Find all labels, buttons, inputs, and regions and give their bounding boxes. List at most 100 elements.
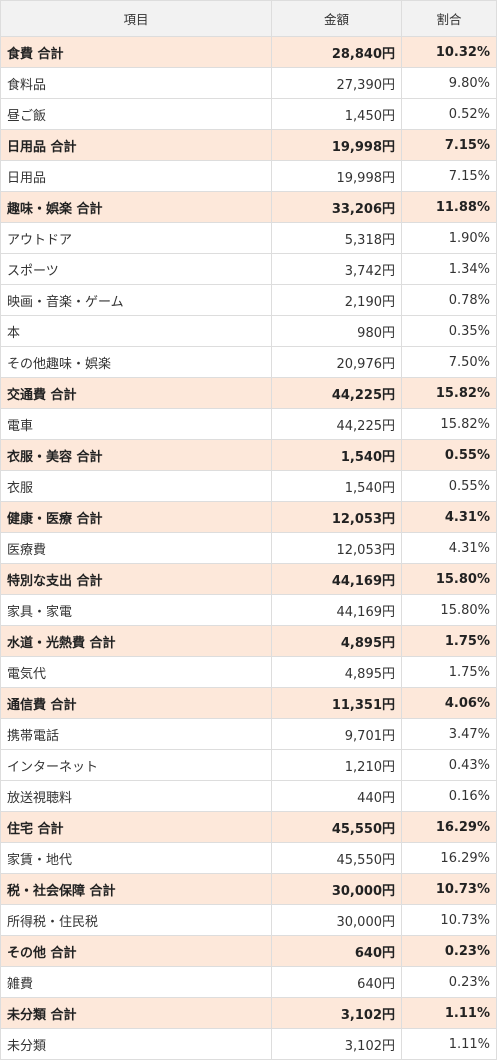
category-total-row: 趣味・娯楽 合計 33,206円 11.88% [0,191,497,223]
cell-amount: 30,000円 [271,904,402,936]
cell-name: 携帯電話 [0,718,272,750]
category-item-row: インターネット 1,210円 0.43% [0,749,497,781]
cell-ratio: 1.75% [401,625,497,657]
cell-name: 昼ご飯 [0,98,272,130]
cell-amount: 4,895円 [271,625,402,657]
cell-amount: 4,895円 [271,656,402,688]
cell-ratio: 1.75% [401,656,497,688]
cell-name: 放送視聴料 [0,780,272,812]
cell-ratio: 4.06% [401,687,497,719]
cell-ratio: 0.16% [401,780,497,812]
category-item-row: 日用品 19,998円 7.15% [0,160,497,192]
category-item-row: 放送視聴料 440円 0.16% [0,780,497,812]
category-total-row: その他 合計 640円 0.23% [0,935,497,967]
cell-ratio: 11.88% [401,191,497,223]
table-header: 項目 金額 割合 [0,0,497,37]
cell-ratio: 0.35% [401,315,497,347]
cell-amount: 45,550円 [271,811,402,843]
cell-ratio: 0.43% [401,749,497,781]
cell-name: 食料品 [0,67,272,99]
cell-ratio: 15.82% [401,377,497,409]
cell-ratio: 7.15% [401,129,497,161]
header-item: 項目 [0,0,272,37]
cell-name: 衣服・美容 合計 [0,439,272,471]
cell-name: 家具・家電 [0,594,272,626]
cell-ratio: 16.29% [401,842,497,874]
cell-ratio: 1.90% [401,222,497,254]
cell-ratio: 1.11% [401,997,497,1029]
cell-name: 所得税・住民税 [0,904,272,936]
category-total-row: 食費 合計 28,840円 10.32% [0,36,497,68]
category-item-row: その他趣味・娯楽 20,976円 7.50% [0,346,497,378]
cell-amount: 28,840円 [271,36,402,68]
cell-ratio: 9.80% [401,67,497,99]
cell-amount: 440円 [271,780,402,812]
header-ratio: 割合 [401,0,497,37]
category-item-row: 食料品 27,390円 9.80% [0,67,497,99]
header-row: 項目 金額 割合 [0,0,497,37]
cell-ratio: 16.29% [401,811,497,843]
cell-name: 本 [0,315,272,347]
category-total-row: 健康・医療 合計 12,053円 4.31% [0,501,497,533]
cell-name: 交通費 合計 [0,377,272,409]
category-item-row: 家賃・地代 45,550円 16.29% [0,842,497,874]
cell-name: 税・社会保障 合計 [0,873,272,905]
category-item-row: 本 980円 0.35% [0,315,497,347]
cell-amount: 45,550円 [271,842,402,874]
cell-name: 食費 合計 [0,36,272,68]
category-total-row: 通信費 合計 11,351円 4.06% [0,687,497,719]
cell-amount: 640円 [271,935,402,967]
cell-ratio: 0.55% [401,470,497,502]
cell-amount: 19,998円 [271,160,402,192]
cell-amount: 1,210円 [271,749,402,781]
cell-ratio: 15.82% [401,408,497,440]
cell-amount: 12,053円 [271,532,402,564]
cell-name: その他 合計 [0,935,272,967]
category-item-row: 未分類 3,102円 1.11% [0,1028,497,1060]
cell-name: 日用品 合計 [0,129,272,161]
category-item-row: 所得税・住民税 30,000円 10.73% [0,904,497,936]
category-total-row: 税・社会保障 合計 30,000円 10.73% [0,873,497,905]
cell-ratio: 4.31% [401,532,497,564]
cell-ratio: 15.80% [401,594,497,626]
cell-amount: 640円 [271,966,402,998]
category-total-row: 未分類 合計 3,102円 1.11% [0,997,497,1029]
cell-name: 映画・音楽・ゲーム [0,284,272,316]
cell-ratio: 3.47% [401,718,497,750]
table-body: 食費 合計 28,840円 10.32% 食料品 27,390円 9.80% 昼ご飯 1,45… [0,36,497,1060]
cell-amount: 5,318円 [271,222,402,254]
cell-amount: 12,053円 [271,501,402,533]
category-total-row: 特別な支出 合計 44,169円 15.80% [0,563,497,595]
cell-amount: 44,225円 [271,377,402,409]
cell-name: 住宅 合計 [0,811,272,843]
cell-amount: 2,190円 [271,284,402,316]
cell-ratio: 15.80% [401,563,497,595]
cell-name: 未分類 合計 [0,997,272,1029]
cell-ratio: 7.50% [401,346,497,378]
category-item-row: 映画・音楽・ゲーム 2,190円 0.78% [0,284,497,316]
cell-amount: 33,206円 [271,191,402,223]
category-total-row: 住宅 合計 45,550円 16.29% [0,811,497,843]
cell-ratio: 0.23% [401,935,497,967]
category-item-row: 電車 44,225円 15.82% [0,408,497,440]
cell-ratio: 10.32% [401,36,497,68]
cell-name: その他趣味・娯楽 [0,346,272,378]
cell-amount: 3,742円 [271,253,402,285]
cell-amount: 30,000円 [271,873,402,905]
cell-name: 水道・光熱費 合計 [0,625,272,657]
cell-name: 未分類 [0,1028,272,1060]
category-item-row: 医療費 12,053円 4.31% [0,532,497,564]
cell-ratio: 1.11% [401,1028,497,1060]
cell-name: 健康・医療 合計 [0,501,272,533]
cell-ratio: 10.73% [401,873,497,905]
cell-amount: 44,169円 [271,594,402,626]
cell-amount: 19,998円 [271,129,402,161]
category-item-row: 昼ご飯 1,450円 0.52% [0,98,497,130]
cell-name: 電車 [0,408,272,440]
cell-amount: 20,976円 [271,346,402,378]
cell-name: インターネット [0,749,272,781]
cell-name: 趣味・娯楽 合計 [0,191,272,223]
category-total-row: 水道・光熱費 合計 4,895円 1.75% [0,625,497,657]
cell-amount: 1,540円 [271,470,402,502]
